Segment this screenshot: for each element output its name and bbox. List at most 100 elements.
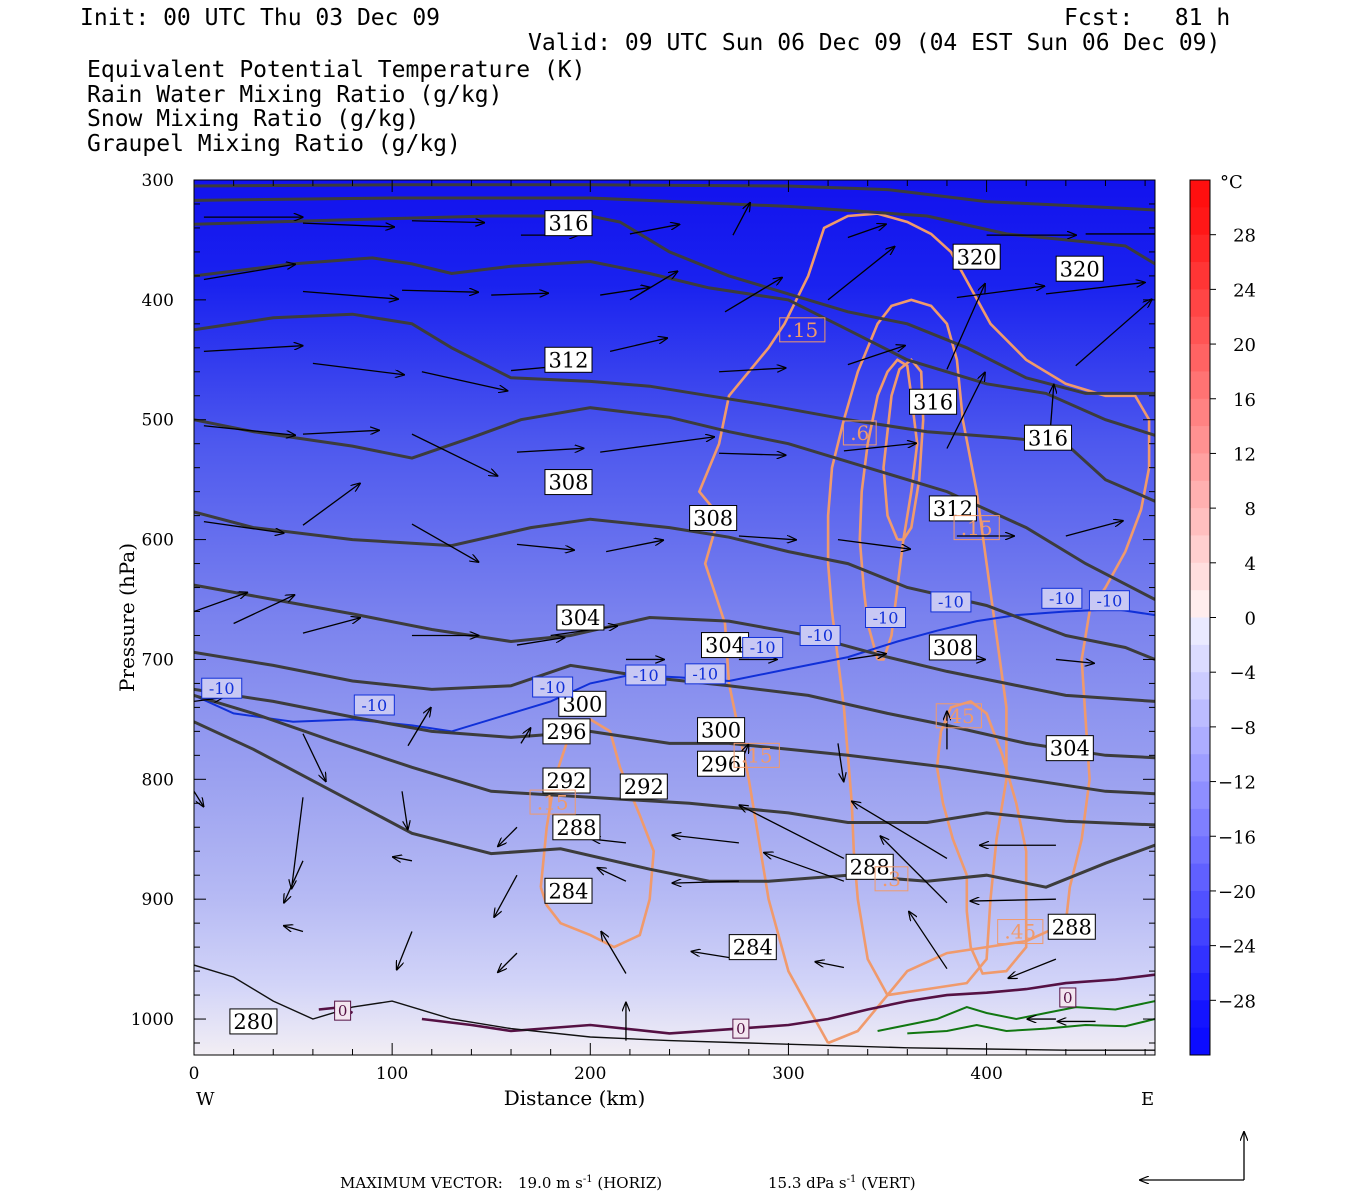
x-tick-label: 100 xyxy=(376,1064,408,1084)
wind-vector xyxy=(739,805,845,860)
temperature-label: -10 xyxy=(750,638,776,657)
colorbar-tick-label: 28 xyxy=(1233,226,1256,247)
theta-e-label-box xyxy=(909,388,958,415)
colorbar-step xyxy=(1190,590,1210,618)
forecast-hour: Fcst: 81 h xyxy=(1064,5,1231,31)
wind-vector xyxy=(852,801,948,859)
y-tick-label: 400 xyxy=(142,291,174,311)
y-axis-title: Pressure (hPa) xyxy=(115,543,139,692)
wind-vector xyxy=(312,362,404,374)
vert-unit: (VERT) xyxy=(856,1174,916,1192)
temperature-label-box xyxy=(1088,590,1130,612)
wind-vector xyxy=(491,293,548,295)
wind-vector xyxy=(724,278,782,313)
temperature-label-box xyxy=(742,636,784,658)
colorbar-tick-label: 20 xyxy=(1233,335,1256,356)
wind-vector xyxy=(909,912,948,970)
temperature-label: -10 xyxy=(1049,589,1075,608)
colorbar-step xyxy=(1190,1027,1210,1056)
theta-e-label: 288 xyxy=(850,855,890,879)
wind-vector xyxy=(827,247,895,301)
freezing-label-box xyxy=(732,1018,750,1039)
snow-label-box xyxy=(733,742,780,768)
x-axis-west-label: W xyxy=(196,1089,215,1110)
theta-e-label-box xyxy=(952,243,1001,270)
theta-e-label-box xyxy=(544,877,593,904)
wind-vector xyxy=(764,853,845,882)
theta-e-label: 320 xyxy=(957,245,997,269)
wind-vector xyxy=(302,483,360,526)
wind-vector xyxy=(421,371,508,391)
theta-e-label: 308 xyxy=(933,636,973,660)
colorbar-step xyxy=(1190,836,1210,865)
wind-vector xyxy=(411,221,484,223)
colorbar-tick-label: 8 xyxy=(1245,499,1256,520)
colorbar-step xyxy=(1190,890,1210,919)
theta-e-label-box xyxy=(1045,735,1094,762)
colorbar-tick-label: −4 xyxy=(1229,663,1256,684)
theta-e-label: 284 xyxy=(733,936,773,960)
snow-contour xyxy=(858,358,919,661)
colorbar-tick-label: 12 xyxy=(1233,444,1256,465)
theta-e-label-box xyxy=(542,767,591,794)
colorbar-step xyxy=(1190,781,1210,810)
colorbar-step xyxy=(1190,562,1210,591)
snow-contour xyxy=(697,212,1151,1045)
theta-e-label: 284 xyxy=(548,879,588,903)
wind-vector xyxy=(203,425,295,436)
vert-value: 15.3 dPa s xyxy=(768,1174,847,1192)
temperature-label-box xyxy=(532,676,574,698)
wind-vector xyxy=(609,338,667,353)
wind-vector xyxy=(837,743,844,781)
colorbar-tick-label: −24 xyxy=(1218,937,1256,958)
freezing-level-contour xyxy=(421,973,1155,1035)
theta-e-label: 312 xyxy=(548,348,588,372)
colorbar-step xyxy=(1190,207,1210,236)
theta-e-label-box xyxy=(619,773,668,800)
snow-label: .45 xyxy=(1004,920,1036,944)
colorbar-step xyxy=(1190,726,1210,755)
wind-vector xyxy=(302,222,394,227)
x-tick-label: 200 xyxy=(574,1064,606,1084)
wind-vector xyxy=(601,932,627,974)
horiz-exp: -1 xyxy=(582,1174,593,1185)
theta-e-label-box xyxy=(544,346,593,373)
theta-e-contour xyxy=(194,693,1155,827)
theta-e-label: 292 xyxy=(546,769,586,793)
theta-e-label: 308 xyxy=(693,507,733,531)
theta-e-label: 316 xyxy=(548,212,588,236)
snow-label: .15 xyxy=(537,790,569,814)
theta-e-label-box xyxy=(928,634,977,661)
colorbar-step xyxy=(1190,234,1210,263)
colorbar-step xyxy=(1190,808,1210,837)
theta-e-label-box xyxy=(728,934,777,961)
snow-contour xyxy=(826,298,1008,997)
colorbar-step xyxy=(1190,617,1210,646)
temperature-label-box xyxy=(930,591,972,613)
temperature-label: -10 xyxy=(1097,591,1123,610)
snow-label: .3 xyxy=(882,867,901,891)
freezing-label-box xyxy=(1059,987,1077,1008)
theta-e-label: 316 xyxy=(913,390,953,414)
y-tick-label: 300 xyxy=(142,171,174,191)
colorbar-step xyxy=(1190,918,1210,947)
theta-e-contour xyxy=(194,183,1155,212)
wind-vector xyxy=(1008,958,1057,978)
wind-vector xyxy=(600,437,714,453)
theta-e-contour xyxy=(194,256,1155,437)
wind-vector xyxy=(629,224,679,235)
theta-e-label-box xyxy=(689,505,738,532)
wind-vector xyxy=(284,860,304,903)
field-legend-theta-e: Equivalent Potential Temperature (K) xyxy=(87,57,586,83)
temperature-label-box xyxy=(625,664,667,686)
wind-vector xyxy=(1055,659,1094,663)
theta-e-contour xyxy=(194,583,1155,703)
wind-vector xyxy=(970,899,1056,901)
max-vector-horiz: 19.0 m s-1 (HORIZ) xyxy=(518,1174,662,1192)
wind-vector xyxy=(302,290,398,299)
temperature-label: -10 xyxy=(209,679,235,698)
wind-vector xyxy=(194,593,247,613)
snow-contour xyxy=(935,699,1028,975)
temperature-label: -10 xyxy=(873,608,899,627)
wind-vector xyxy=(284,926,304,932)
